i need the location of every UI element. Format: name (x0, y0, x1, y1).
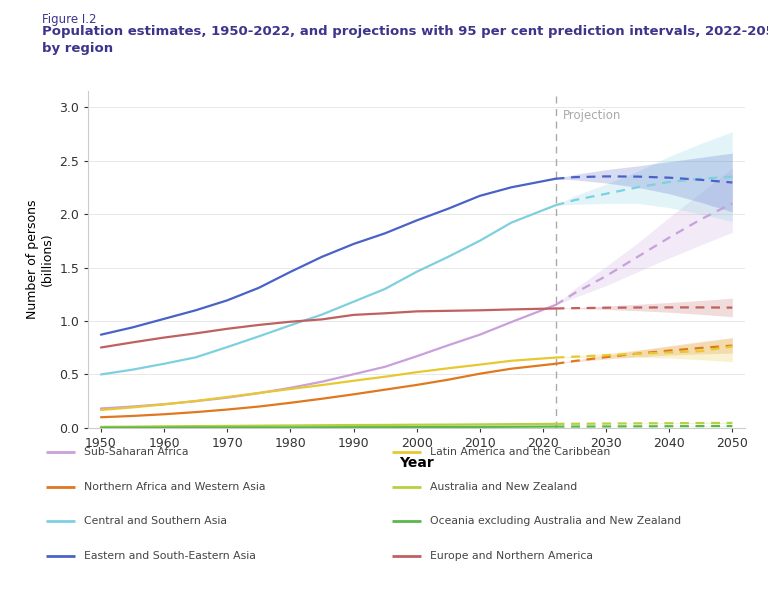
Text: Eastern and South-Eastern Asia: Eastern and South-Eastern Asia (84, 551, 257, 561)
Text: Figure I.2: Figure I.2 (42, 13, 97, 26)
Text: Projection: Projection (563, 109, 621, 122)
Text: Europe and Northern America: Europe and Northern America (430, 551, 593, 561)
Text: Northern Africa and Western Asia: Northern Africa and Western Asia (84, 482, 266, 492)
Text: Latin America and the Caribbean: Latin America and the Caribbean (430, 447, 611, 457)
Text: Sub-Saharan Africa: Sub-Saharan Africa (84, 447, 189, 457)
Text: Population estimates, 1950-2022, and projections with 95 per cent prediction int: Population estimates, 1950-2022, and pro… (42, 25, 768, 55)
Text: Australia and New Zealand: Australia and New Zealand (430, 482, 578, 492)
Text: Central and Southern Asia: Central and Southern Asia (84, 517, 227, 526)
Y-axis label: Number of persons
(billions): Number of persons (billions) (26, 200, 54, 319)
Text: Oceania excluding Australia and New Zealand: Oceania excluding Australia and New Zeal… (430, 517, 681, 526)
X-axis label: Year: Year (399, 455, 434, 470)
